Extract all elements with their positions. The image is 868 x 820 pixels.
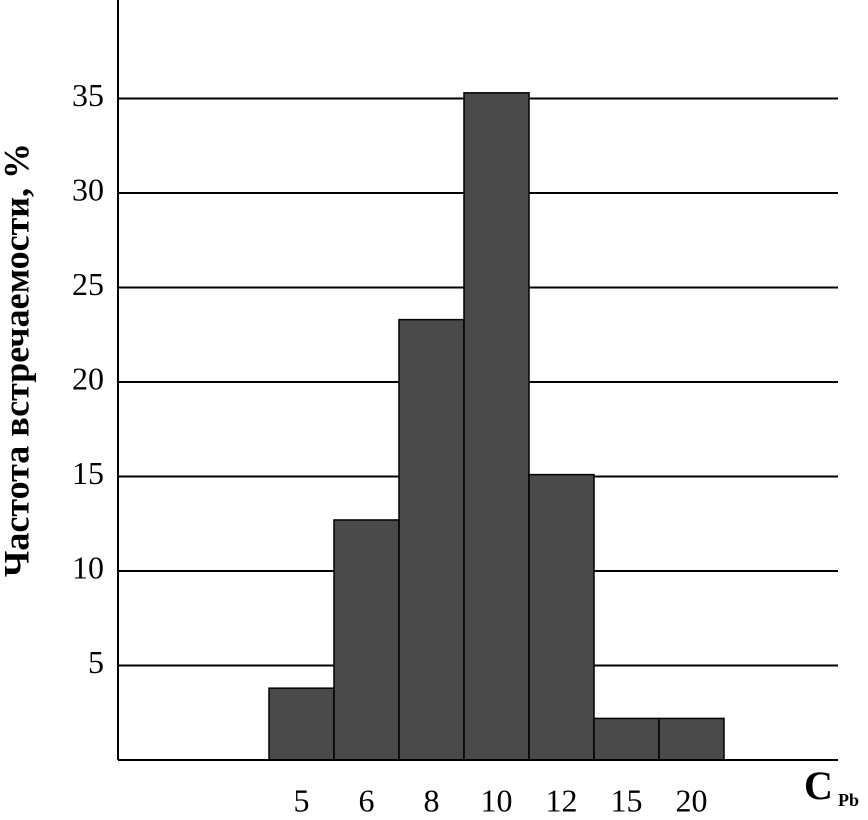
- x-tick-label: 20: [676, 782, 708, 818]
- x-tick-label: 15: [611, 782, 643, 818]
- x-tick-label: 10: [481, 782, 513, 818]
- y-axis-label: Частота встречаемости, %: [0, 143, 36, 577]
- bar: [593, 717, 660, 761]
- x-tick-label: 8: [424, 782, 440, 818]
- bar: [658, 717, 725, 761]
- bar: [333, 519, 400, 761]
- x-tick-label: 5: [294, 782, 310, 818]
- bar: [398, 318, 465, 761]
- y-tick-label: 30: [72, 171, 104, 207]
- bar: [268, 687, 335, 761]
- x-axis-label: C: [804, 763, 833, 808]
- x-tick-label: 6: [359, 782, 375, 818]
- y-tick-label: 15: [72, 455, 104, 491]
- x-tick-label: 12: [546, 782, 578, 818]
- x-axis-label-sub: Pb: [838, 790, 859, 810]
- y-tick-label: 10: [72, 549, 104, 585]
- y-tick-label: 25: [72, 266, 104, 302]
- y-tick-label: 20: [72, 360, 104, 396]
- y-tick-label: 35: [72, 77, 104, 113]
- y-tick-label: 5: [88, 644, 104, 680]
- bar: [463, 92, 530, 761]
- bar: [528, 473, 595, 761]
